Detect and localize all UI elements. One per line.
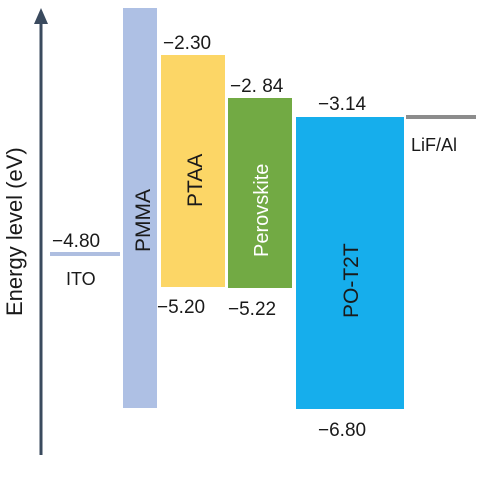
ito-level-value: −4.80 — [52, 231, 100, 252]
pmma-layer: PMMA — [123, 8, 157, 408]
lif-al-level-line — [406, 115, 476, 119]
ptaa-lumo-value: −2.30 — [163, 33, 211, 54]
pmma-label: PMMA — [132, 189, 155, 252]
perovskite-homo-value: −5.22 — [228, 299, 276, 320]
lif-al-label: LiF/Al — [411, 135, 457, 155]
ptaa-label: PTAA — [184, 154, 207, 207]
axis-label: Energy level (eV) — [2, 147, 27, 316]
po-t2t-homo-value: −6.80 — [318, 420, 366, 441]
ptaa-layer: −2.30 −5.20 PTAA — [157, 33, 225, 318]
energy-axis: Energy level (eV) — [2, 8, 48, 455]
perovskite-bar — [228, 98, 292, 288]
perovskite-label: Perovskite — [251, 164, 273, 257]
ptaa-homo-value: −5.20 — [157, 297, 205, 318]
po-t2t-label: PO-T2T — [340, 243, 363, 318]
pmma-bar — [123, 8, 157, 408]
po-t2t-lumo-value: −3.14 — [318, 94, 367, 115]
perovskite-lumo-value: −2. 84 — [230, 76, 284, 97]
po-t2t-layer: −3.14 −6.80 PO-T2T — [296, 94, 404, 441]
ito-label: ITO — [66, 269, 96, 289]
perovskite-layer: −2. 84 −5.22 Perovskite — [228, 76, 292, 320]
axis-arrowhead — [34, 8, 48, 24]
po-t2t-bar — [296, 117, 404, 409]
ptaa-bar — [161, 55, 225, 287]
ito-electrode: −4.80 ITO — [50, 231, 120, 289]
ito-level-line — [50, 252, 120, 256]
lif-al-electrode: LiF/Al — [406, 115, 476, 155]
